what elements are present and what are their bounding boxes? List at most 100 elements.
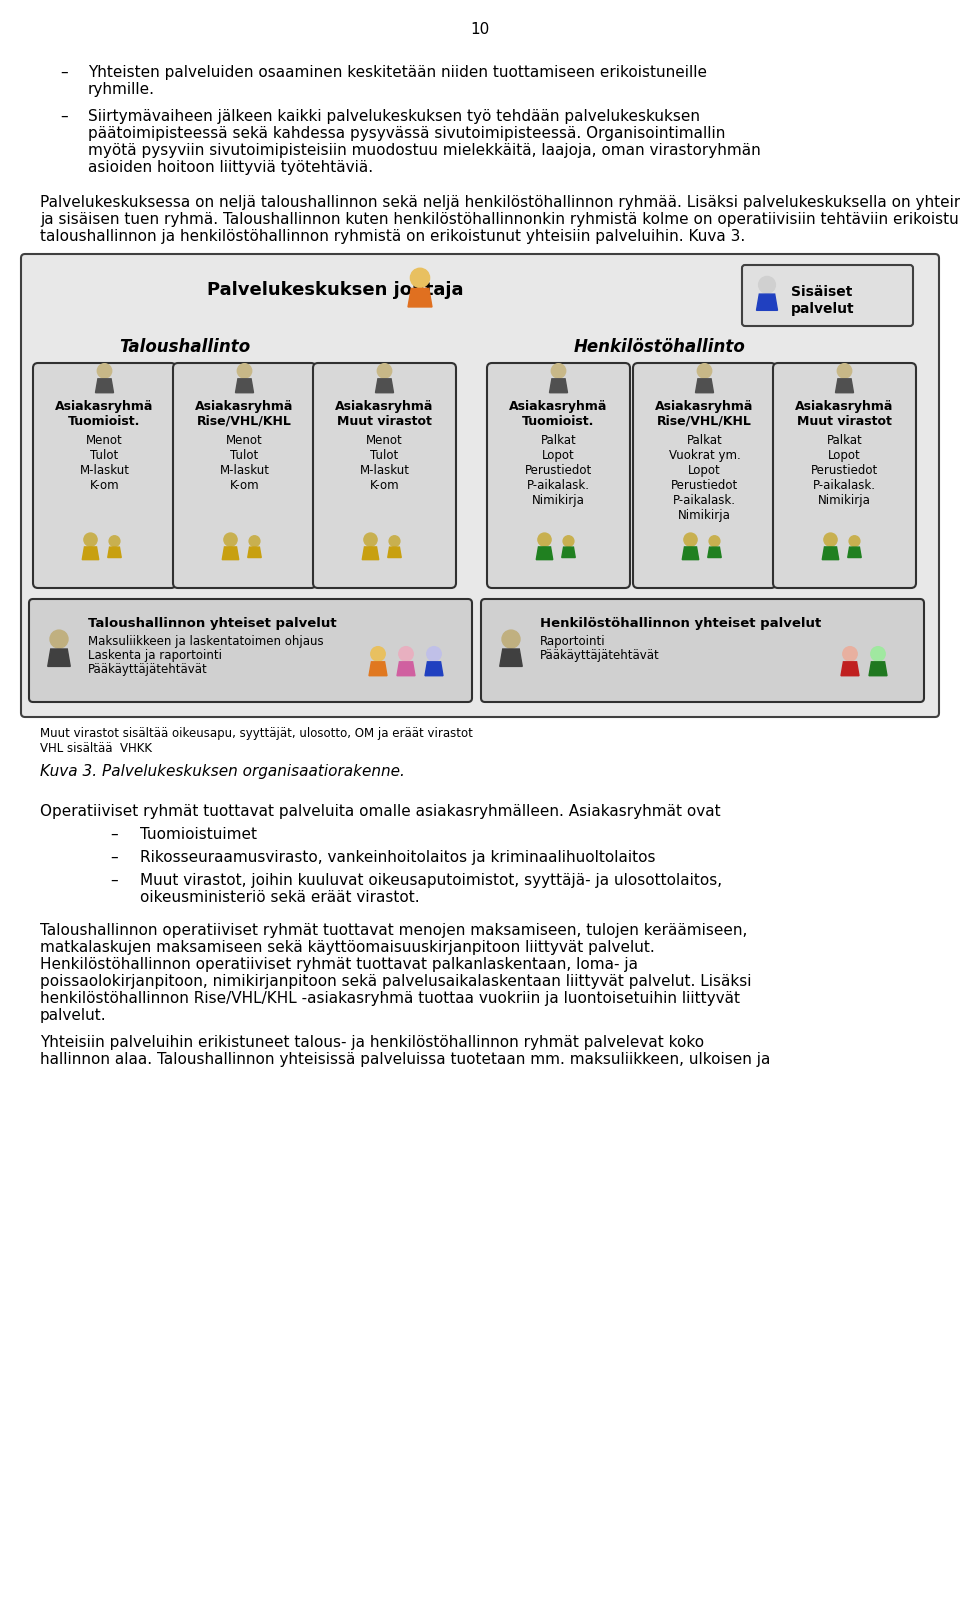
Text: Henkilöstöhallinto: Henkilöstöhallinto	[574, 337, 746, 357]
Text: Pääkäyttäjätehtävät: Pääkäyttäjätehtävät	[88, 663, 207, 676]
Circle shape	[389, 536, 400, 547]
Polygon shape	[756, 294, 778, 310]
Text: Tuomioistuimet: Tuomioistuimet	[140, 826, 257, 843]
Text: Asiakasryhmä: Asiakasryhmä	[656, 400, 754, 413]
Polygon shape	[408, 289, 432, 307]
Text: Lopot: Lopot	[542, 449, 575, 462]
Text: Rikosseuraamusvirasto, vankeinhoitolaitos ja kriminaalihuoltolaitos: Rikosseuraamusvirasto, vankeinhoitolaito…	[140, 851, 656, 865]
Text: Tulot: Tulot	[90, 449, 119, 462]
Text: Tulot: Tulot	[230, 449, 258, 462]
Text: Nimikirja: Nimikirja	[818, 494, 871, 507]
Circle shape	[871, 647, 885, 662]
Circle shape	[50, 629, 68, 649]
Circle shape	[97, 363, 111, 378]
Text: Muut virastot: Muut virastot	[797, 415, 892, 428]
Text: Nimikirja: Nimikirja	[678, 508, 731, 521]
Text: Maksuliikkeen ja laskentatoimen ohjaus: Maksuliikkeen ja laskentatoimen ohjaus	[88, 634, 324, 647]
Polygon shape	[235, 379, 253, 392]
Text: Yhteisten palveluiden osaaminen keskitetään niiden tuottamiseen erikoistuneille: Yhteisten palveluiden osaaminen keskitet…	[88, 65, 707, 81]
Polygon shape	[549, 379, 567, 392]
Text: M-laskut: M-laskut	[220, 463, 270, 478]
Text: Menot: Menot	[86, 434, 123, 447]
Text: P-aikalask.: P-aikalask.	[673, 494, 736, 507]
FancyBboxPatch shape	[33, 363, 176, 587]
Circle shape	[697, 363, 711, 378]
Text: Kuva 3. Palvelukeskuksen organisaatiorakenne.: Kuva 3. Palvelukeskuksen organisaatiorak…	[40, 763, 405, 780]
Text: palvelut.: palvelut.	[40, 1009, 107, 1023]
Text: Taloushallinnon yhteiset palvelut: Taloushallinnon yhteiset palvelut	[88, 617, 337, 629]
Text: Lopot: Lopot	[688, 463, 721, 478]
Circle shape	[371, 647, 385, 662]
Text: Siirtymävaiheen jälkeen kaikki palvelukeskuksen työ tehdään palvelukeskuksen: Siirtymävaiheen jälkeen kaikki palveluke…	[88, 110, 700, 124]
Circle shape	[849, 536, 860, 547]
Text: Perustiedot: Perustiedot	[811, 463, 878, 478]
Text: Lopot: Lopot	[828, 449, 861, 462]
Text: Palvelukeskuksessa on neljä taloushallinnon sekä neljä henkilöstöhallinnon ryhmä: Palvelukeskuksessa on neljä taloushallin…	[40, 195, 960, 210]
Text: Taloushallinto: Taloushallinto	[119, 337, 251, 357]
Text: Taloushallinnon operatiiviset ryhmät tuottavat menojen maksamiseen, tulojen kerä: Taloushallinnon operatiiviset ryhmät tuo…	[40, 923, 748, 938]
Text: 10: 10	[470, 23, 490, 37]
Text: Asiakasryhmä: Asiakasryhmä	[795, 400, 894, 413]
Polygon shape	[375, 379, 394, 392]
Text: oikeusministeriö sekä eräät virastot.: oikeusministeriö sekä eräät virastot.	[140, 889, 420, 905]
Circle shape	[364, 533, 377, 546]
Polygon shape	[369, 662, 387, 676]
Text: Perustiedot: Perustiedot	[525, 463, 592, 478]
Text: Asiakasryhmä: Asiakasryhmä	[335, 400, 434, 413]
Polygon shape	[388, 547, 401, 557]
Text: päätoimipisteessä sekä kahdessa pysyvässä sivutoimipisteessä. Organisointimallin: päätoimipisteessä sekä kahdessa pysyväss…	[88, 126, 726, 140]
Polygon shape	[841, 662, 859, 676]
Polygon shape	[425, 662, 443, 676]
Text: ja sisäisen tuen ryhmä. Taloushallinnon kuten henkilöstöhallinnonkin ryhmistä ko: ja sisäisen tuen ryhmä. Taloushallinnon …	[40, 211, 960, 228]
Text: matkalaskujen maksamiseen sekä käyttöomaisuuskirjanpitoon liittyvät palvelut.: matkalaskujen maksamiseen sekä käyttöoma…	[40, 939, 655, 955]
Text: asioiden hoitoon liittyviä työtehtäviä.: asioiden hoitoon liittyviä työtehtäviä.	[88, 160, 373, 174]
Text: Muut virastot: Muut virastot	[337, 415, 432, 428]
Polygon shape	[562, 547, 575, 557]
Text: Yhteisiin palveluihin erikistuneet talous- ja henkilöstöhallinnon ryhmät palvele: Yhteisiin palveluihin erikistuneet talou…	[40, 1035, 704, 1051]
Text: Tuomioist.: Tuomioist.	[68, 415, 141, 428]
Text: VHL sisältää  VHKK: VHL sisältää VHKK	[40, 742, 152, 755]
Text: henkilöstöhallinnon Rise/VHL/KHL -asiakasryhmä tuottaa vuokriin ja luontoisetuih: henkilöstöhallinnon Rise/VHL/KHL -asiaka…	[40, 991, 740, 1006]
Text: Operatiiviset ryhmät tuottavat palveluita omalle asiakasryhmälleen. Asiakasryhmä: Operatiiviset ryhmät tuottavat palveluit…	[40, 804, 721, 818]
FancyBboxPatch shape	[173, 363, 316, 587]
Text: Palkat: Palkat	[540, 434, 576, 447]
Text: Menot: Menot	[227, 434, 263, 447]
Text: Sisäiset
palvelut: Sisäiset palvelut	[791, 286, 854, 316]
Text: –: –	[110, 851, 118, 865]
Circle shape	[109, 536, 120, 547]
Text: Henkilöstöhallinnon yhteiset palvelut: Henkilöstöhallinnon yhteiset palvelut	[540, 617, 821, 629]
Polygon shape	[823, 547, 839, 560]
Text: Asiakasryhmä: Asiakasryhmä	[56, 400, 154, 413]
Text: K-om: K-om	[89, 479, 119, 492]
Text: Rise/VHL/KHL: Rise/VHL/KHL	[657, 415, 752, 428]
Text: –: –	[110, 826, 118, 843]
Polygon shape	[695, 379, 713, 392]
Circle shape	[551, 363, 565, 378]
Circle shape	[837, 363, 852, 378]
Circle shape	[411, 268, 430, 287]
Text: Asiakasryhmä: Asiakasryhmä	[195, 400, 294, 413]
Text: Palkat: Palkat	[686, 434, 722, 447]
Circle shape	[538, 533, 551, 546]
Text: M-laskut: M-laskut	[359, 463, 410, 478]
FancyBboxPatch shape	[773, 363, 916, 587]
Polygon shape	[48, 649, 70, 667]
Polygon shape	[397, 662, 415, 676]
Circle shape	[709, 536, 720, 547]
Polygon shape	[869, 662, 887, 676]
Text: Muut virastot, joihin kuuluvat oikeusaputoimistot, syyttäjä- ja ulosottolaitos,: Muut virastot, joihin kuuluvat oikeusapu…	[140, 873, 722, 888]
Text: Henkilöstöhallinnon operatiiviset ryhmät tuottavat palkanlaskentaan, loma- ja: Henkilöstöhallinnon operatiiviset ryhmät…	[40, 957, 638, 972]
FancyBboxPatch shape	[29, 599, 472, 702]
Text: Palvelukeskuksen johtaja: Palvelukeskuksen johtaja	[206, 281, 464, 299]
Text: Pääkäyttäjätehtävät: Pääkäyttäjätehtävät	[540, 649, 660, 662]
FancyBboxPatch shape	[481, 599, 924, 702]
Text: Palkat: Palkat	[827, 434, 862, 447]
FancyBboxPatch shape	[487, 363, 630, 587]
Circle shape	[237, 363, 252, 378]
Text: P-aikalask.: P-aikalask.	[813, 479, 876, 492]
Text: myötä pysyviin sivutoimipisteisiin muodostuu mielekkäitä, laajoja, oman virastor: myötä pysyviin sivutoimipisteisiin muodo…	[88, 144, 760, 158]
Text: poissaolokirjanpitoon, nimikirjanpitoon sekä palvelusaikalaskentaan liittyvät pa: poissaolokirjanpitoon, nimikirjanpitoon …	[40, 973, 752, 989]
Polygon shape	[708, 547, 721, 557]
Polygon shape	[108, 547, 121, 557]
Text: Tulot: Tulot	[371, 449, 398, 462]
